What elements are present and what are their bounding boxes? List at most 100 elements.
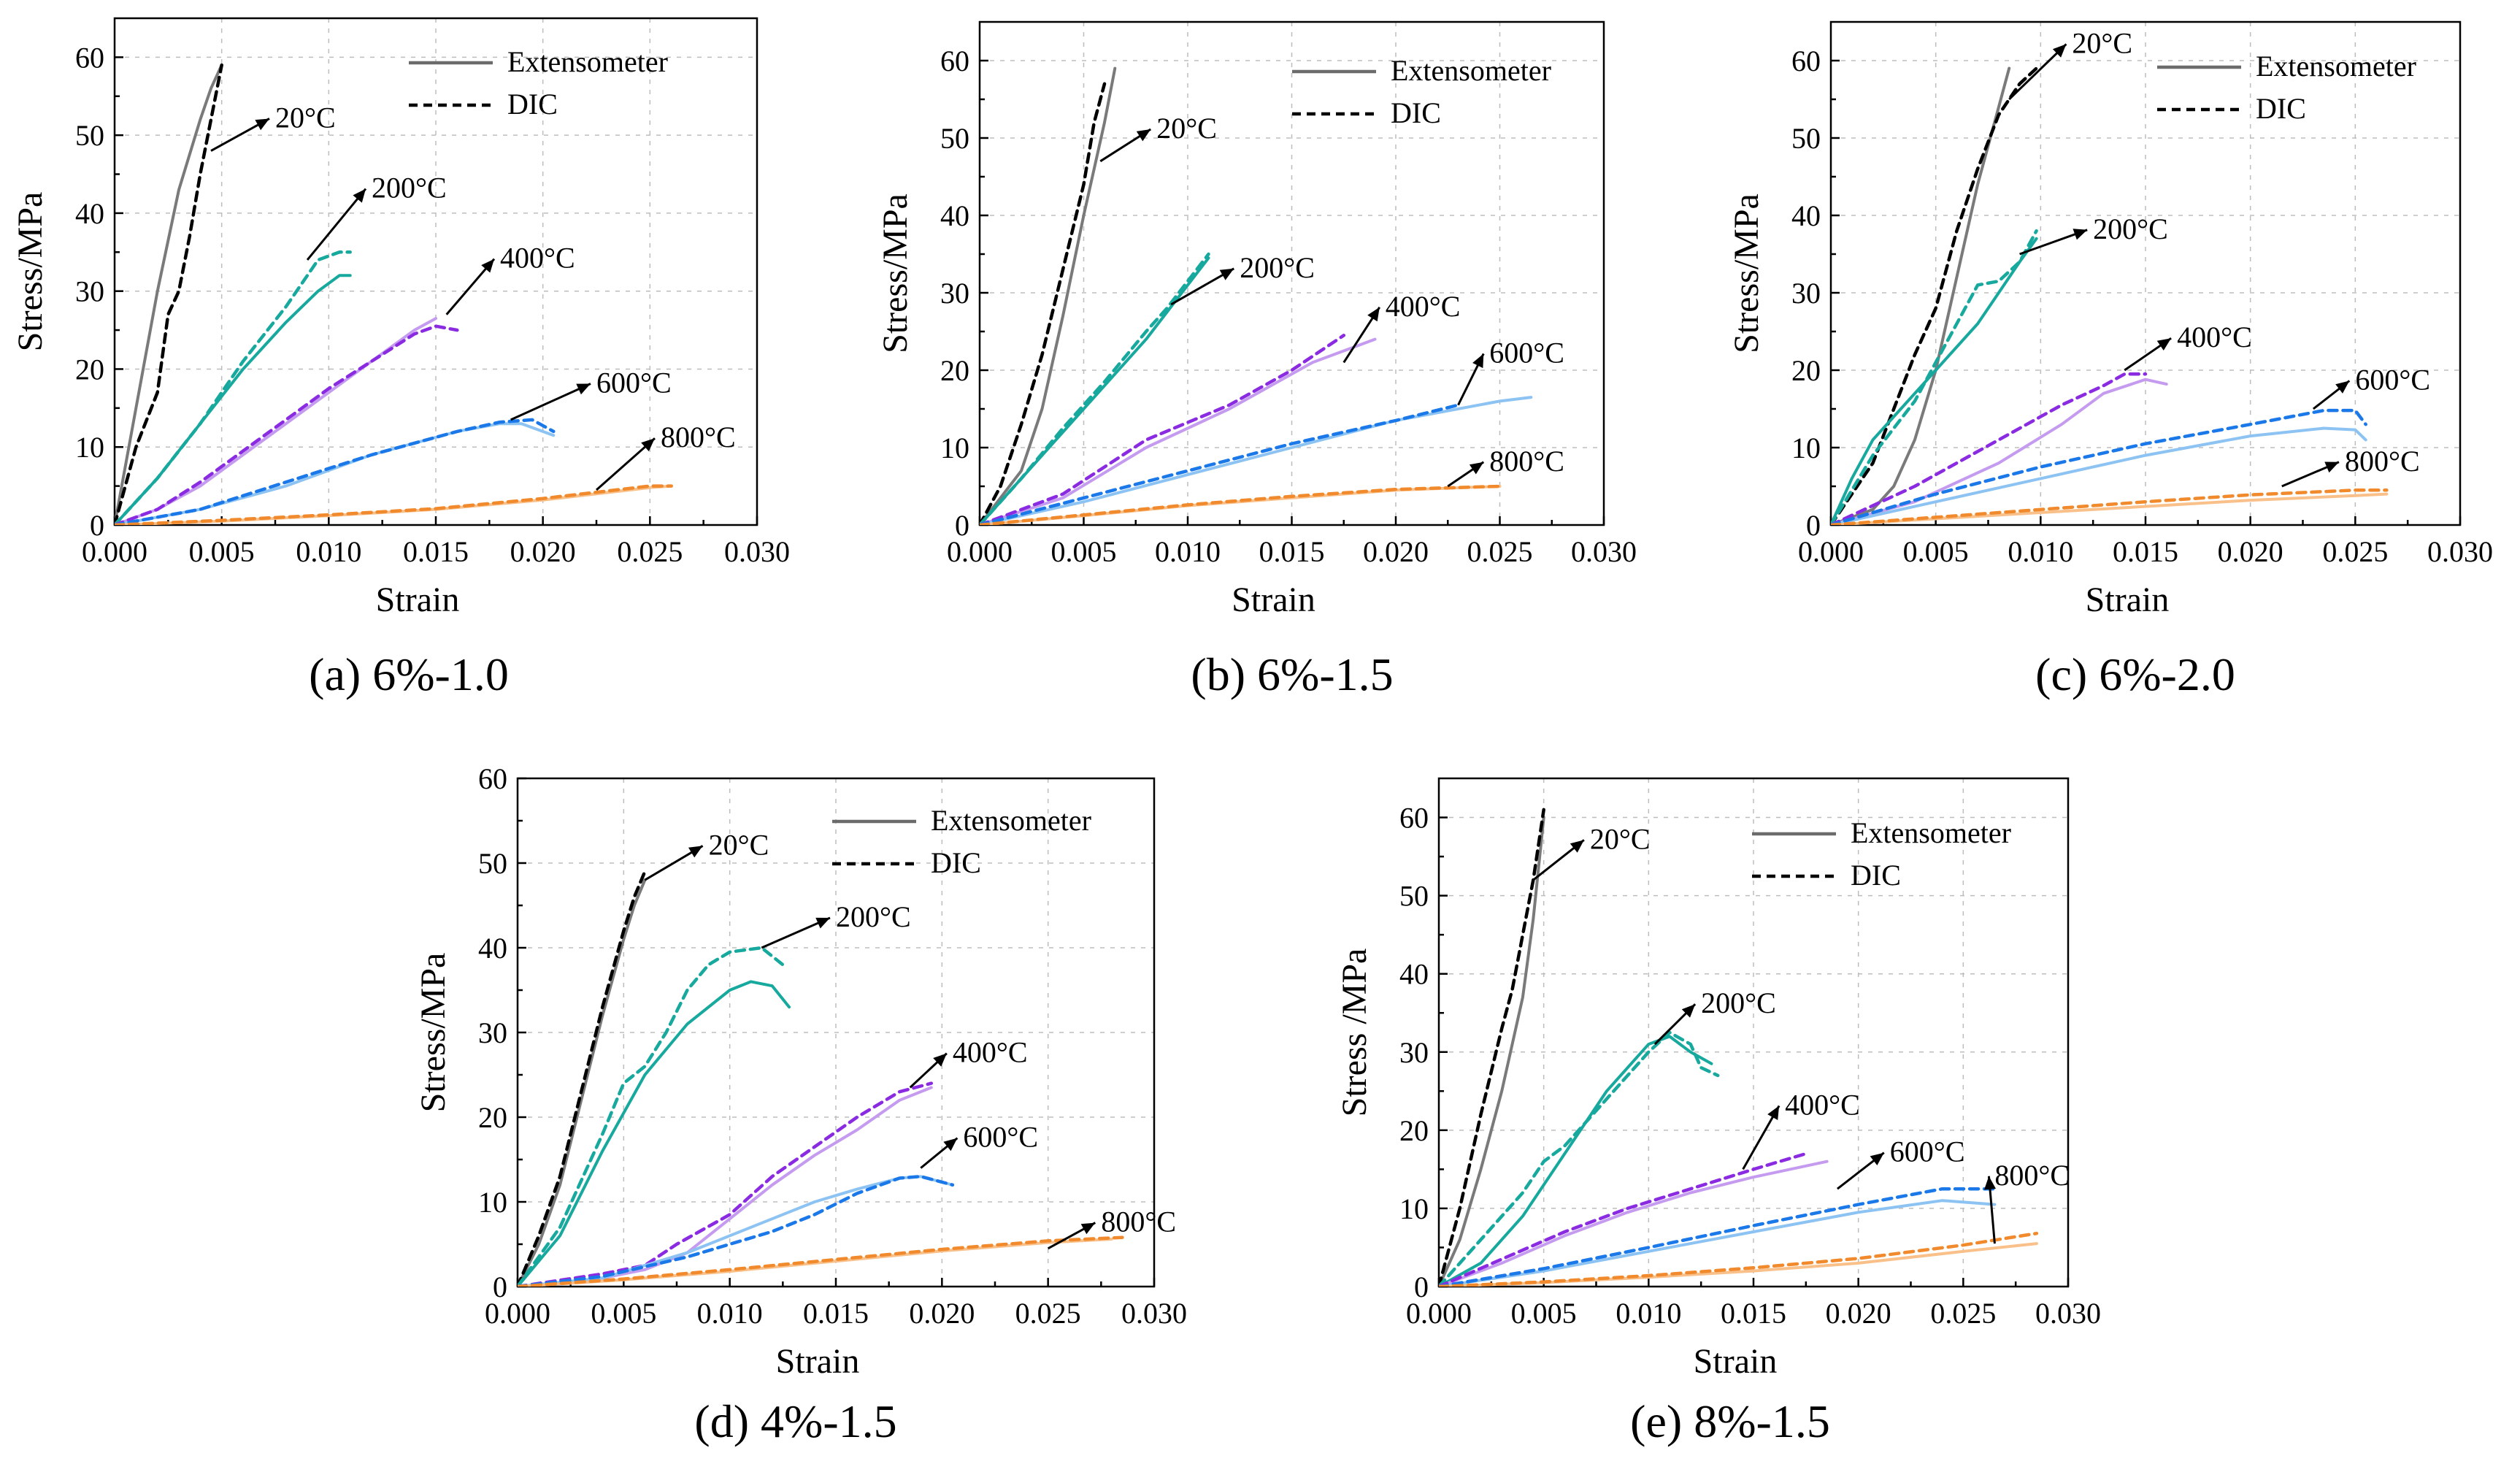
panel-caption: (b) 6%-1.5 <box>1191 648 1393 700</box>
y-axis-label: Stress /MPa <box>1335 948 1374 1117</box>
y-tick-label: 20 <box>940 354 969 387</box>
x-tick-label: 0.015 <box>1259 535 1325 568</box>
legend-label-extensometer: Extensometer <box>1391 54 1551 87</box>
annotation-arrowhead <box>1469 461 1484 475</box>
annotation-arrowhead <box>943 1138 958 1151</box>
temperature-label: 200°C <box>2093 212 2168 245</box>
y-tick-label: 60 <box>940 45 969 77</box>
x-tick-label: 0.000 <box>947 535 1013 568</box>
y-axis-label: Stress/MPa <box>414 953 453 1113</box>
series-400c-dic <box>1831 372 2148 525</box>
series-20c-extensometer <box>1831 66 2011 525</box>
panel-caption: (d) 4%-1.5 <box>694 1395 896 1447</box>
annotation-arrowhead <box>353 188 366 203</box>
y-tick-label: 50 <box>75 119 104 152</box>
y-tick-label: 10 <box>75 431 104 464</box>
y-tick-label: 0 <box>1806 509 1821 542</box>
legend-label-dic: DIC <box>2256 92 2306 125</box>
y-tick-label: 10 <box>478 1186 507 1219</box>
temperature-label: 600°C <box>1489 336 1564 369</box>
annotation-arrowhead <box>2052 44 2067 58</box>
x-tick-label: 0.005 <box>1051 535 1117 568</box>
x-tick-label: 0.005 <box>189 535 255 568</box>
annotation-arrowhead <box>2073 229 2088 240</box>
series-20c-extensometer <box>1439 816 1545 1287</box>
plot-frame <box>113 17 758 526</box>
temperature-label: 800°C <box>1489 445 1564 478</box>
y-tick-label: 60 <box>75 41 104 74</box>
annotation-arrowhead <box>815 917 830 929</box>
series-600c-dic <box>518 1174 955 1287</box>
temperature-label: 400°C <box>2177 321 2252 353</box>
annotation-arrowhead <box>2324 461 2339 473</box>
annotation-arrowhead <box>255 118 269 131</box>
series-200c-dic <box>115 250 352 525</box>
x-tick-label: 0.005 <box>1903 535 1969 568</box>
panel-caption: (e) 8%-1.5 <box>1630 1395 1830 1447</box>
y-tick-label: 30 <box>478 1016 507 1049</box>
x-tick-label: 0.015 <box>803 1297 869 1330</box>
x-axis-label: Strain <box>376 580 460 619</box>
annotation-arrowhead <box>2156 338 2172 350</box>
x-tick-label: 0.010 <box>296 535 361 568</box>
x-tick-label: 0.030 <box>2427 535 2493 568</box>
y-tick-label: 50 <box>478 847 507 880</box>
temperature-label: 400°C <box>953 1036 1028 1069</box>
x-tick-label: 0.020 <box>1363 535 1429 568</box>
y-tick-label: 0 <box>955 509 969 542</box>
y-tick-label: 40 <box>940 199 969 232</box>
legend-label-dic: DIC <box>507 88 558 120</box>
y-tick-label: 30 <box>1791 277 1821 310</box>
temperature-label: 400°C <box>500 242 575 275</box>
y-tick-label: 20 <box>478 1101 507 1134</box>
y-tick-label: 0 <box>493 1271 507 1303</box>
temperature-label: 20°C <box>1590 822 1651 855</box>
x-tick-label: 0.000 <box>1798 535 1864 568</box>
temperature-label: 600°C <box>596 366 672 399</box>
annotation-arrowhead <box>2335 380 2350 394</box>
series-800c-dic <box>1831 488 2389 525</box>
series-600c-extensometer <box>1439 1199 1997 1287</box>
y-axis-label: Stress/MPa <box>1727 193 1766 353</box>
series-200c-extensometer <box>518 980 791 1287</box>
series-200c-dic <box>1831 229 2038 525</box>
plot-frame <box>1437 777 2070 1288</box>
temperature-label: 20°C <box>709 828 769 861</box>
series-400c-extensometer <box>518 1086 933 1287</box>
series-400c-dic <box>1439 1151 1808 1287</box>
series-600c-extensometer <box>1831 426 2367 525</box>
series-800c-dic <box>1439 1231 2039 1287</box>
temperature-label: 20°C <box>275 101 336 134</box>
x-axis-label: Strain <box>1694 1342 1778 1381</box>
series-20c-extensometer <box>115 64 223 525</box>
chart-panel: 0.000 0.005 0.010 0.015 0.020 0.025 0.030 0 10 20… <box>1727 20 2493 700</box>
series-600c-dic <box>1439 1187 1997 1287</box>
chart-panel: 0.000 0.005 0.010 0.015 0.020 0.025 0.030 0 10 20… <box>414 762 1187 1447</box>
legend-label-extensometer: Extensometer <box>2256 50 2416 83</box>
series-20c-extensometer <box>518 878 647 1287</box>
x-tick-label: 0.025 <box>617 535 683 568</box>
annotation-arrowhead <box>641 438 655 452</box>
x-tick-label: 0.030 <box>1121 1297 1187 1330</box>
series-600c-extensometer <box>115 422 556 525</box>
temperature-label: 200°C <box>836 900 911 933</box>
series-200c-extensometer <box>1831 237 2038 525</box>
x-axis-label: Strain <box>1232 580 1315 619</box>
y-axis-label: Stress/MPa <box>876 193 915 353</box>
y-tick-label: 30 <box>75 275 104 308</box>
plot-frame <box>516 777 1156 1288</box>
temperature-label: 600°C <box>963 1121 1038 1154</box>
x-tick-label: 0.025 <box>1467 535 1533 568</box>
x-tick-label: 0.015 <box>1721 1297 1786 1330</box>
annotation-arrowhead <box>933 1053 947 1067</box>
series-400c-dic <box>518 1081 934 1287</box>
annotation-arrowhead <box>1219 268 1234 280</box>
plot-frame <box>1829 20 2462 526</box>
annotation-arrowhead <box>1472 353 1484 369</box>
y-tick-label: 40 <box>75 197 104 230</box>
series-600c-dic <box>115 418 556 525</box>
temperature-label: 20°C <box>2072 26 2132 59</box>
y-tick-label: 30 <box>940 277 969 310</box>
series-800c-dic <box>518 1235 1124 1287</box>
temperature-label: 20°C <box>1156 112 1217 145</box>
